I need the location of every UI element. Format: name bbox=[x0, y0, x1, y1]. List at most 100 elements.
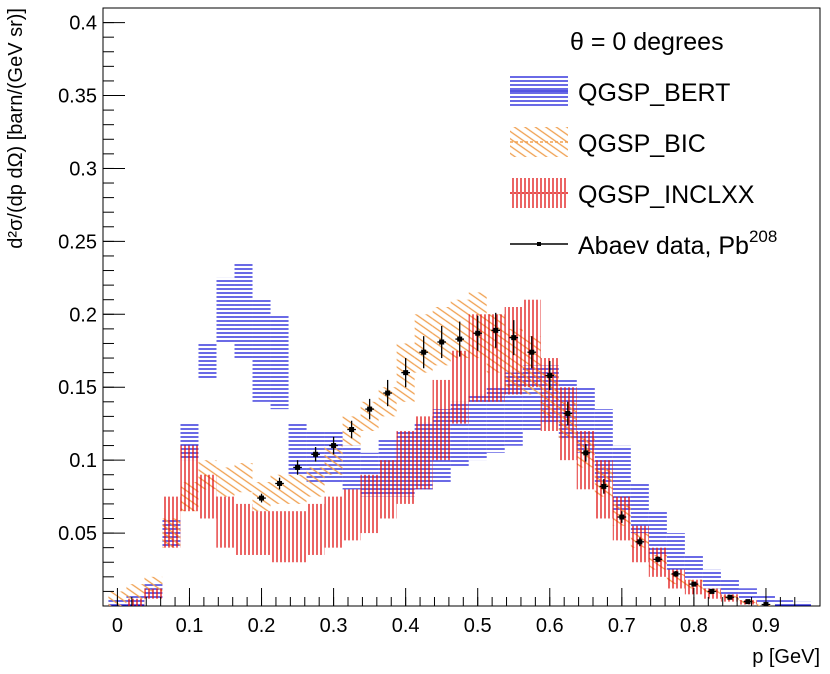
band-bic-5 bbox=[198, 343, 217, 380]
band-bert-11 bbox=[306, 467, 325, 497]
data-point-13 bbox=[493, 327, 499, 333]
y-tick-label-5: 0.3 bbox=[69, 158, 97, 180]
legend-marker-data bbox=[537, 242, 541, 246]
band-inclxx-9 bbox=[288, 511, 307, 563]
data-point-8 bbox=[403, 370, 409, 376]
band-bic-29 bbox=[630, 482, 649, 534]
legend-label-data-main: Abaev data, Pb bbox=[578, 232, 749, 260]
x-axis-title: p [GeV] bbox=[752, 646, 820, 668]
data-point-18 bbox=[583, 450, 589, 456]
band-inclxx-15 bbox=[396, 430, 415, 504]
legend-label-data-sup: 208 bbox=[749, 227, 777, 246]
data-point-1 bbox=[277, 480, 283, 486]
data-point-9 bbox=[421, 349, 427, 355]
band-bic-20 bbox=[468, 394, 487, 461]
data-point-20 bbox=[619, 514, 625, 520]
x-tick-label-9: 0.9 bbox=[752, 615, 780, 637]
data-point-15 bbox=[529, 349, 535, 355]
data-point-12 bbox=[475, 330, 481, 336]
y-tick-label-6: 0.35 bbox=[58, 86, 97, 108]
band-bic-33 bbox=[702, 569, 721, 589]
data-point-19 bbox=[601, 483, 607, 489]
data-point-5 bbox=[349, 427, 355, 433]
x-tick-label-1: 0.1 bbox=[176, 615, 204, 637]
x-tick-label-3: 0.3 bbox=[320, 615, 348, 637]
data-point-0 bbox=[259, 495, 265, 501]
annotation-theta: θ = 0 degrees bbox=[570, 28, 724, 56]
x-tick-label-2: 0.2 bbox=[248, 615, 276, 637]
band-inclxx-6 bbox=[234, 503, 253, 555]
band-bert-7 bbox=[234, 463, 253, 493]
data-point-7 bbox=[385, 390, 391, 396]
x-tick-label-0: 0 bbox=[112, 615, 123, 637]
band-inclxx-20 bbox=[486, 314, 505, 402]
band-inclxx-10 bbox=[306, 503, 325, 555]
legend-label-inclxx: QGSP_INCLXX bbox=[578, 181, 755, 209]
band-inclxx-0 bbox=[126, 598, 145, 606]
data-point-3 bbox=[313, 451, 319, 457]
data-point-10 bbox=[439, 339, 445, 345]
data-point-11 bbox=[457, 336, 463, 342]
band-bic-7 bbox=[234, 263, 253, 359]
y-tick-label-1: 0.1 bbox=[69, 450, 97, 472]
legend-swatch-bic bbox=[510, 127, 568, 157]
band-inclxx-11 bbox=[324, 496, 343, 548]
band-bic-38 bbox=[792, 601, 811, 606]
data-point-4 bbox=[331, 443, 337, 449]
x-tick-label-6: 0.6 bbox=[536, 615, 564, 637]
legend: θ = 0 degrees QGSP_BERT QGSP_BIC QGSP_IN… bbox=[510, 28, 777, 260]
band-inclxx-2 bbox=[162, 496, 181, 548]
x-tick-label-7: 0.7 bbox=[608, 615, 636, 637]
band-inclxx-7 bbox=[252, 511, 271, 555]
band-bic-8 bbox=[252, 299, 271, 402]
band-bic-31 bbox=[666, 533, 685, 570]
data-point-23 bbox=[673, 571, 679, 577]
legend-label-data: Abaev data, Pb208 bbox=[578, 227, 777, 260]
legend-label-bic: QGSP_BIC bbox=[578, 130, 706, 158]
y-tick-label-7: 0.4 bbox=[69, 13, 97, 35]
band-inclxx-4 bbox=[198, 474, 217, 519]
band-inclxx-17 bbox=[432, 379, 451, 461]
band-inclxx-13 bbox=[360, 474, 379, 534]
data-point-26 bbox=[727, 594, 733, 600]
band-bic-9 bbox=[270, 314, 289, 410]
band-inclxx-12 bbox=[342, 489, 361, 541]
band-inclxx-1 bbox=[144, 588, 163, 599]
data-point-21 bbox=[637, 539, 643, 545]
axes-layer: 0 0.1 0.2 0.3 0.4 0.5 0.6 0.7 0.8 0.9 0.05 0.1 0.15 0… bbox=[58, 13, 796, 637]
data-point-17 bbox=[565, 410, 571, 416]
band-bic-34 bbox=[720, 579, 739, 595]
band-bic-13 bbox=[342, 445, 361, 490]
x-tick-label-5: 0.5 bbox=[464, 615, 492, 637]
data-point-25 bbox=[709, 588, 715, 594]
band-inclxx-14 bbox=[378, 460, 397, 519]
band-bert-6 bbox=[216, 467, 235, 497]
band-bic-37 bbox=[774, 600, 793, 606]
band-inclxx-30 bbox=[666, 569, 685, 589]
data-point-6 bbox=[367, 406, 373, 412]
band-inclxx-5 bbox=[216, 496, 235, 548]
y-axis-title: d²σ/(dp dΩ) [barn/(GeV sr)] bbox=[5, 8, 27, 249]
band-bic-10 bbox=[288, 423, 307, 475]
band-bert-2 bbox=[144, 576, 163, 592]
x-tick-label-4: 0.4 bbox=[392, 615, 420, 637]
y-tick-label-3: 0.2 bbox=[69, 304, 97, 326]
band-inclxx-19 bbox=[468, 314, 487, 402]
band-bic-32 bbox=[684, 554, 703, 580]
band-inclxx-16 bbox=[414, 416, 433, 490]
data-point-16 bbox=[547, 373, 553, 379]
bands-layer bbox=[108, 263, 811, 606]
band-bert-1 bbox=[126, 584, 145, 599]
y-tick-label-0: 0.05 bbox=[58, 523, 97, 545]
band-bert-10 bbox=[288, 474, 307, 504]
band-bic-28 bbox=[612, 445, 631, 512]
data-point-22 bbox=[655, 556, 661, 562]
y-tick-label-4: 0.25 bbox=[58, 231, 97, 253]
data-point-2 bbox=[295, 464, 301, 470]
band-inclxx-18 bbox=[450, 350, 469, 424]
band-bic-21 bbox=[486, 387, 505, 453]
band-bert-12 bbox=[324, 445, 343, 475]
data-point-27 bbox=[745, 599, 751, 605]
data-point-24 bbox=[691, 581, 697, 587]
